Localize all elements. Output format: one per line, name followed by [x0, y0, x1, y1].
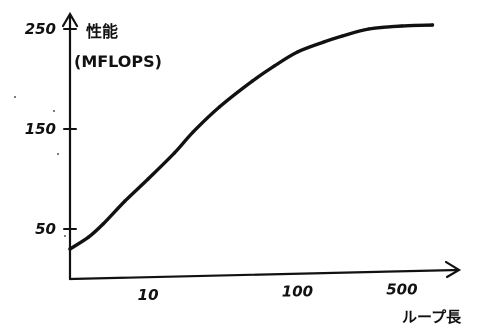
- series-point: [367, 27, 371, 31]
- x-tick-label: 100: [282, 283, 313, 301]
- x-ticks: 10 100 500: [138, 280, 418, 304]
- series-point: [340, 34, 345, 38]
- y-axis-label-line2: (MFLOPS): [74, 52, 162, 71]
- x-axis-line: [68, 268, 460, 281]
- paper-specks: [14, 96, 66, 237]
- y-tick-label: 50: [35, 220, 56, 238]
- series-point: [68, 247, 72, 251]
- series-point: [272, 64, 276, 68]
- series-point: [191, 130, 195, 134]
- series-point: [146, 177, 150, 181]
- paper-speck: [53, 110, 55, 112]
- x-axis-arrowhead: [444, 260, 462, 279]
- y-axis-label-line1: 性能: [86, 22, 118, 41]
- paper-speck: [64, 235, 66, 237]
- series-layer: [68, 23, 435, 251]
- axes: [61, 11, 462, 281]
- paper-speck: [57, 153, 59, 155]
- y-ticks: 250 150 50: [25, 20, 77, 238]
- series-point: [101, 222, 105, 226]
- x-tick-label: 10: [138, 286, 159, 304]
- series-point: [123, 199, 127, 203]
- x-tick-label: 500: [386, 280, 417, 298]
- series-point: [295, 50, 300, 54]
- y-tick-label: 150: [25, 120, 56, 138]
- y-axis-arrowhead: [61, 11, 79, 28]
- series-point: [87, 235, 91, 239]
- series-point: [250, 79, 255, 83]
- series-point: [430, 23, 435, 27]
- series-line: [68, 23, 435, 251]
- series-point: [400, 24, 404, 28]
- y-tick-label: 250: [25, 20, 56, 38]
- series-point: [217, 105, 222, 109]
- x-axis-label: ループ長: [402, 308, 462, 326]
- series-point: [172, 151, 177, 155]
- series-point: [322, 40, 326, 44]
- paper-speck: [14, 96, 16, 98]
